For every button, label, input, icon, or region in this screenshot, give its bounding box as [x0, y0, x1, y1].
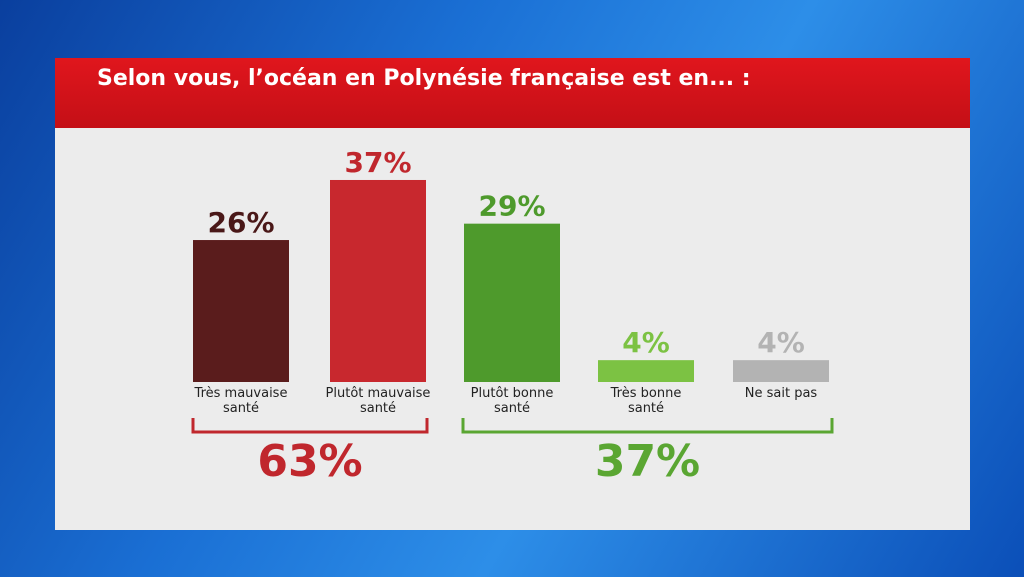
bar — [733, 360, 829, 382]
bar — [464, 223, 560, 382]
bar — [330, 179, 426, 382]
group-total: 63% — [257, 436, 362, 487]
category-label: Très mauvaise santé — [194, 386, 288, 416]
value-label: 26% — [207, 206, 274, 239]
header-bar — [55, 58, 970, 128]
value-label: 29% — [478, 190, 545, 223]
group-bracket — [191, 418, 429, 434]
category-label: Plutôt bonne santé — [470, 386, 554, 416]
value-label: 37% — [344, 146, 411, 179]
value-label: 4% — [757, 326, 805, 359]
category-label: Plutôt mauvaise santé — [325, 386, 431, 416]
bar — [598, 360, 694, 382]
category-label: Ne sait pas — [744, 386, 818, 401]
group-total: 37% — [595, 436, 700, 487]
category-label: Très bonne santé — [610, 386, 682, 416]
group-bracket — [461, 418, 834, 434]
bar — [193, 240, 289, 382]
value-label: 4% — [622, 326, 670, 359]
chart-title: Selon vous, l’océan en Polynésie françai… — [97, 66, 751, 91]
